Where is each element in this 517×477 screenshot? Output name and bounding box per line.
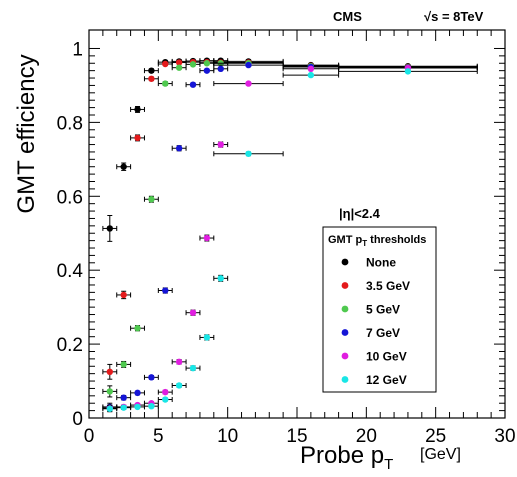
- data-point: [120, 394, 127, 401]
- y-tick-label: 0.8: [57, 113, 83, 134]
- legend-label: 10 GeV: [366, 350, 407, 364]
- legend-items: None 3.5 GeV 5 GeV 7 GeV 10 GeV 12 GeV: [341, 256, 410, 387]
- data-point: [203, 60, 211, 67]
- data-point: [148, 67, 155, 74]
- series-none: [102, 57, 478, 242]
- x-tick-label: 10: [217, 426, 238, 447]
- data-point: [175, 145, 183, 152]
- legend-label: None: [366, 256, 396, 270]
- eta-cut-label: |η|<2.4: [339, 206, 381, 221]
- y-tick-label: 1: [72, 39, 83, 60]
- legend: GMT pT thresholds None 3.5 GeV 5 GeV 7 GeV 1…: [322, 226, 437, 393]
- x-tick-label: 25: [425, 426, 446, 447]
- x-tick-label: 20: [356, 426, 377, 447]
- data-point: [203, 67, 211, 74]
- data-point: [148, 196, 155, 203]
- x-tick-label: 5: [153, 426, 164, 447]
- data-point: [162, 396, 169, 403]
- data-point: [307, 71, 315, 79]
- y-tick-label: 0.4: [57, 261, 84, 282]
- data-point: [162, 60, 169, 68]
- data-point: [120, 404, 127, 411]
- data-point: [134, 106, 141, 113]
- data-point: [148, 374, 155, 381]
- legend-title: GMT pT thresholds: [328, 234, 426, 248]
- data-point: [245, 80, 252, 87]
- legend-marker: [341, 329, 349, 336]
- data-point: [120, 163, 127, 170]
- data-point: [217, 275, 224, 282]
- y-axis-label: GMT efficiency: [13, 54, 40, 213]
- legend-title-rest: thresholds: [367, 234, 426, 246]
- x-axis-label: Probe pT: [300, 442, 393, 473]
- data-point: [106, 405, 114, 412]
- data-point: [134, 134, 141, 142]
- series-12-gev: [102, 68, 478, 413]
- legend-label: 12 GeV: [366, 373, 407, 387]
- x-axis-label-main: Probe p: [300, 442, 384, 469]
- data-point: [203, 234, 211, 242]
- data-point: [148, 75, 155, 82]
- data-marks: [102, 57, 478, 413]
- legend-marker: [341, 305, 349, 313]
- x-axis-label-sub: T: [384, 456, 393, 473]
- data-point: [189, 61, 197, 68]
- data-point: [162, 388, 169, 396]
- data-point: [175, 64, 183, 71]
- data-point: [245, 61, 252, 69]
- data-point: [148, 402, 155, 410]
- data-point: [175, 59, 183, 66]
- y-tick-label: 0.2: [57, 335, 83, 356]
- data-point: [106, 388, 114, 395]
- x-tick-label: 15: [286, 426, 307, 447]
- data-point: [134, 389, 141, 397]
- data-point: [175, 358, 183, 366]
- y-tick-label: 0: [72, 409, 83, 430]
- legend-label: 3.5 GeV: [366, 279, 410, 293]
- data-point: [106, 368, 114, 376]
- data-point: [217, 141, 224, 148]
- data-point: [217, 65, 224, 73]
- x-axis-unit: [GeV]: [420, 446, 461, 463]
- data-point: [189, 81, 197, 88]
- energy-value: s = 8TeV: [431, 9, 483, 24]
- data-point: [120, 361, 127, 368]
- data-point: [307, 65, 315, 73]
- data-point: [203, 334, 211, 341]
- legend-label: 7 GeV: [366, 326, 400, 340]
- data-point: [162, 80, 169, 87]
- legend-marker: [341, 376, 349, 383]
- data-point: [162, 287, 169, 294]
- energy-label: √s = 8TeV: [424, 9, 484, 24]
- x-tick-label: 30: [494, 426, 515, 447]
- plot-frame: [88, 29, 506, 419]
- data-point: [175, 382, 183, 389]
- legend-title-sub: T: [362, 239, 367, 248]
- x-tick-label: 0: [84, 426, 95, 447]
- x-axis-ticks: 0 5 10 15 20 25 30: [84, 30, 516, 447]
- y-tick-label: 0.6: [57, 187, 83, 208]
- legend-marker: [341, 258, 349, 266]
- data-point: [120, 291, 127, 299]
- data-point: [189, 364, 197, 372]
- legend-marker: [341, 282, 349, 289]
- data-point: [245, 150, 252, 157]
- data-point: [134, 325, 141, 332]
- data-point: [106, 225, 114, 232]
- y-axis-ticks: 0 0.2 0.4 0.6 0.8 1: [57, 39, 505, 430]
- legend-title-main: GMT p: [328, 234, 362, 246]
- legend-label: 5 GeV: [366, 303, 400, 317]
- cms-label: CMS: [333, 9, 362, 24]
- data-point: [404, 68, 412, 75]
- data-point: [189, 309, 197, 316]
- energy-sqrt-symbol: √: [424, 9, 432, 24]
- data-point: [134, 403, 141, 411]
- legend-marker: [341, 352, 349, 360]
